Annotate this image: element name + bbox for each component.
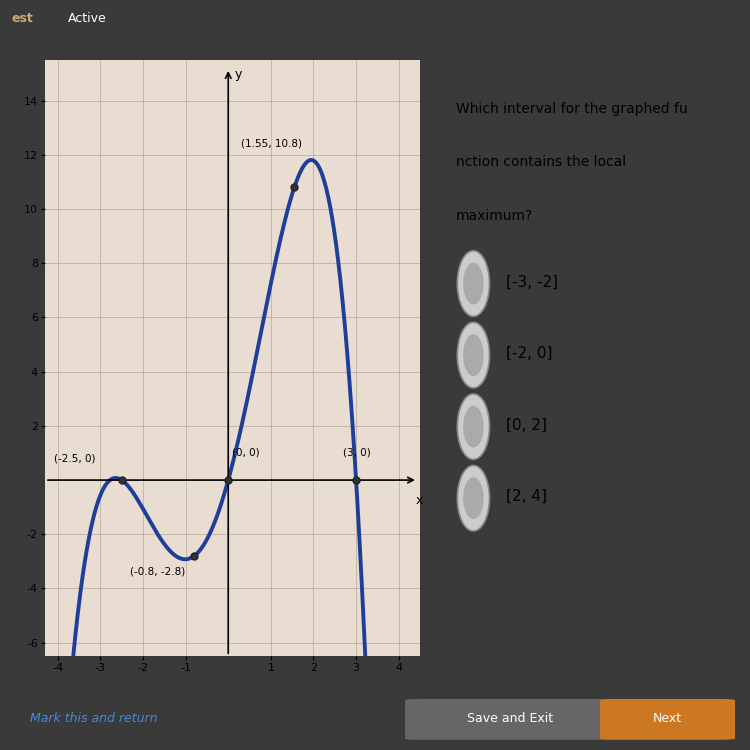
Text: [-3, -2]: [-3, -2] [506,274,558,290]
Text: maximum?: maximum? [456,209,533,223]
Text: Save and Exit: Save and Exit [467,712,553,724]
Text: [0, 2]: [0, 2] [506,418,547,433]
Circle shape [458,394,490,460]
Text: (-0.8, -2.8): (-0.8, -2.8) [130,567,185,577]
FancyBboxPatch shape [405,699,615,740]
Text: x: x [416,494,423,507]
Text: est: est [11,12,33,25]
Circle shape [464,478,484,519]
FancyBboxPatch shape [600,699,735,740]
Text: (0, 0): (0, 0) [232,448,260,458]
Circle shape [458,322,490,388]
Text: [2, 4]: [2, 4] [506,489,547,504]
Text: Which interval for the graphed fu: Which interval for the graphed fu [456,102,688,116]
Text: (1.55, 10.8): (1.55, 10.8) [241,139,302,148]
Text: Next: Next [653,712,682,724]
Circle shape [464,262,484,305]
Text: Mark this and return: Mark this and return [30,712,158,724]
Circle shape [464,334,484,376]
Circle shape [464,406,484,448]
Text: (3, 0): (3, 0) [344,448,371,458]
Text: [-2, 0]: [-2, 0] [506,346,552,361]
Text: y: y [235,68,242,81]
Text: nction contains the local: nction contains the local [456,155,626,170]
Circle shape [458,466,490,531]
Text: Active: Active [68,12,106,25]
Text: (-2.5, 0): (-2.5, 0) [53,453,95,463]
Circle shape [458,251,490,316]
